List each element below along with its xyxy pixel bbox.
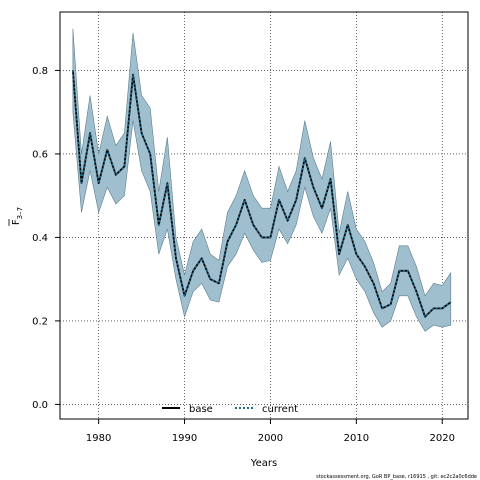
- x-tick-label-1980: 1980: [86, 433, 111, 444]
- legend: base current: [162, 404, 298, 415]
- x-axis: 1980 1990 2000 2010 2020: [86, 419, 455, 444]
- y-axis: 0.0 0.2 0.4 0.6 0.8: [32, 66, 60, 411]
- legend-label-base: base: [189, 404, 213, 415]
- x-tick-label-2020: 2020: [430, 433, 455, 444]
- footer-text: stockassessment.org, GoR BP_base, r16915…: [316, 474, 477, 480]
- y-axis-title: F3–7: [8, 207, 24, 226]
- x-tick-label-1990: 1990: [172, 433, 197, 444]
- y-tick-label-0.2: 0.2: [32, 316, 48, 327]
- y-axis-title-main: F: [11, 219, 22, 225]
- y-tick-label-0.0: 0.0: [32, 400, 48, 411]
- x-tick-label-2010: 2010: [344, 433, 369, 444]
- plot-frame: [59, 11, 469, 420]
- x-axis-title: Years: [250, 458, 277, 469]
- legend-label-current: current: [262, 404, 298, 415]
- y-axis-title-subscript: 3–7: [16, 207, 24, 219]
- y-tick-label-0.8: 0.8: [32, 66, 48, 77]
- confidence-band: [72, 28, 452, 332]
- y-tick-label-0.6: 0.6: [32, 149, 48, 160]
- y-tick-label-0.4: 0.4: [32, 233, 48, 244]
- x-tick-label-2000: 2000: [258, 433, 283, 444]
- confidence-band-group: [72, 28, 452, 332]
- series-lines-group: [71, 70, 452, 318]
- svg-text:F3–7: F3–7: [11, 207, 24, 225]
